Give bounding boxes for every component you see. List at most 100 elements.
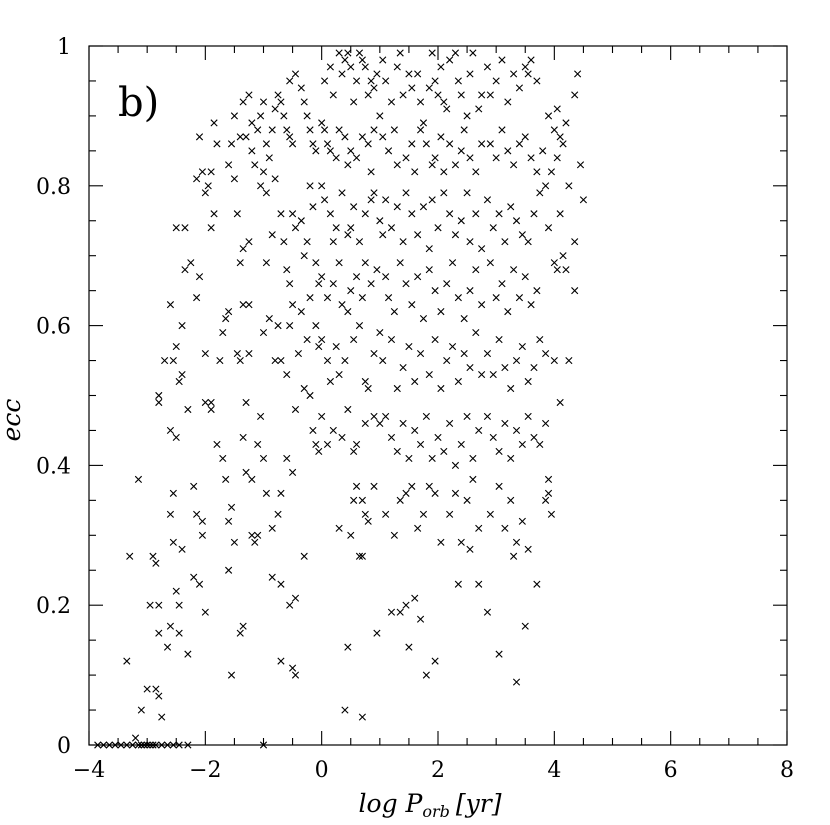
data-point [268, 126, 276, 134]
data-point [498, 126, 506, 134]
data-point [300, 552, 308, 560]
data-point [158, 713, 166, 721]
data-point [271, 356, 279, 365]
data-point [254, 531, 262, 539]
data-point [341, 356, 349, 365]
data-point [414, 231, 422, 239]
data-point [431, 657, 439, 665]
data-point [257, 182, 265, 190]
data-point [402, 154, 410, 162]
data-point [457, 217, 465, 225]
data-point [463, 112, 471, 120]
data-point [306, 126, 314, 134]
data-point [286, 133, 294, 141]
data-point [422, 671, 430, 679]
data-point [393, 63, 401, 71]
data-point [466, 154, 474, 162]
data-point [387, 433, 396, 442]
data-point [463, 412, 471, 421]
data-point [370, 412, 378, 421]
data-point [201, 189, 209, 197]
data-point [411, 377, 419, 386]
data-point [123, 657, 131, 665]
data-point [367, 280, 375, 288]
data-point [408, 140, 416, 148]
data-point [341, 56, 349, 64]
data-point [318, 182, 326, 190]
x-tick-label: −2 [189, 758, 221, 783]
data-point [181, 224, 189, 232]
x-tick-label: 8 [780, 758, 794, 783]
data-point [152, 559, 160, 567]
x-tick-label: −4 [73, 758, 105, 783]
data-point [556, 398, 564, 407]
data-point [446, 140, 454, 148]
data-point [332, 342, 340, 351]
data-point [437, 133, 445, 141]
data-point [297, 217, 305, 225]
data-point [230, 112, 239, 120]
data-point [489, 370, 497, 379]
data-point [286, 601, 294, 609]
data-point [443, 280, 451, 288]
y-tick-label: 0.4 [36, 454, 71, 479]
data-point [335, 524, 343, 532]
data-point [117, 741, 125, 749]
data-point [358, 496, 366, 504]
data-point [242, 133, 250, 141]
data-point [408, 84, 416, 92]
data-point [376, 112, 384, 120]
data-point [338, 70, 346, 78]
data-point [323, 294, 332, 302]
data-point [166, 622, 175, 630]
data-point [155, 692, 163, 700]
data-point [341, 706, 349, 714]
data-point [451, 489, 460, 497]
data-point [533, 580, 541, 588]
data-point [207, 405, 215, 414]
data-point [544, 489, 553, 497]
data-point [265, 154, 273, 162]
data-point [166, 426, 175, 435]
data-point [225, 517, 233, 525]
data-point [390, 308, 398, 316]
data-point [422, 412, 430, 421]
data-point [387, 335, 396, 344]
data-point [198, 531, 207, 539]
data-point [352, 154, 361, 162]
data-point [504, 98, 512, 106]
data-point [515, 84, 524, 92]
data-point [315, 342, 323, 351]
y-axis-label: ecc [0, 399, 26, 442]
data-point [184, 741, 192, 749]
data-point [390, 531, 398, 539]
data-point [323, 356, 332, 365]
data-point [161, 356, 169, 365]
data-point [158, 741, 166, 749]
data-point [451, 461, 460, 469]
data-point [277, 580, 285, 588]
data-point [350, 447, 358, 456]
x-tick-label: 0 [315, 758, 329, 783]
data-point [259, 454, 268, 462]
data-point [472, 266, 480, 274]
data-point [239, 245, 247, 253]
data-point [402, 189, 410, 197]
data-point [283, 126, 291, 134]
data-point [408, 210, 416, 218]
data-point [425, 482, 433, 490]
data-point [507, 454, 515, 462]
data-point [451, 231, 460, 239]
data-point [198, 168, 207, 176]
y-tick-labels: 0 0.2 0.4 0.6 0.8 1 [36, 35, 71, 759]
data-point [483, 412, 492, 421]
data-point [248, 119, 256, 127]
data-point [512, 678, 521, 686]
data-point [204, 182, 212, 190]
data-point [300, 252, 308, 260]
data-point [329, 91, 337, 99]
data-point [361, 510, 369, 518]
data-point [338, 433, 346, 442]
data-point [219, 454, 227, 462]
data-point [347, 147, 355, 155]
